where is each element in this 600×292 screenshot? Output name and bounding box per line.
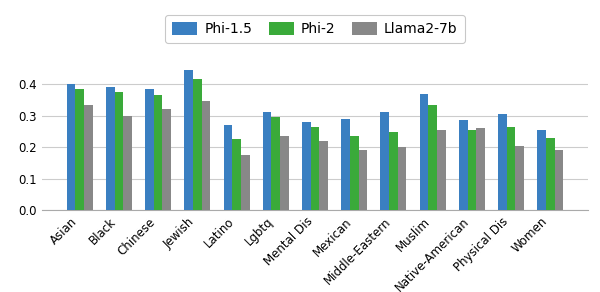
Bar (319, 141, 328, 210)
Bar (437, 130, 446, 210)
Bar (280, 136, 289, 210)
Bar (389, 132, 398, 210)
Bar (193, 79, 202, 210)
Bar (350, 136, 359, 210)
Bar (311, 127, 319, 210)
Bar (232, 139, 241, 210)
Bar (538, 130, 546, 210)
Bar (115, 92, 123, 210)
Bar (224, 125, 232, 210)
Bar (428, 105, 437, 210)
Bar (184, 70, 193, 210)
Bar (67, 84, 76, 210)
Legend: Phi-1.5, Phi-2, Llama2-7b: Phi-1.5, Phi-2, Llama2-7b (166, 15, 464, 43)
Bar (271, 117, 280, 210)
Bar (507, 127, 515, 210)
Bar (202, 101, 211, 210)
Bar (302, 122, 311, 210)
Bar (123, 116, 132, 210)
Bar (163, 109, 171, 210)
Bar (241, 155, 250, 210)
Bar (84, 105, 92, 210)
Bar (515, 146, 524, 210)
Bar (145, 89, 154, 210)
Bar (154, 95, 163, 210)
Bar (467, 130, 476, 210)
Bar (419, 93, 428, 210)
Bar (498, 114, 507, 210)
Bar (106, 87, 115, 210)
Bar (359, 150, 367, 210)
Bar (476, 128, 485, 210)
Bar (76, 89, 84, 210)
Bar (459, 120, 467, 210)
Bar (380, 112, 389, 210)
Bar (263, 112, 271, 210)
Bar (546, 138, 554, 210)
Bar (398, 147, 406, 210)
Bar (554, 150, 563, 210)
Bar (341, 119, 350, 210)
